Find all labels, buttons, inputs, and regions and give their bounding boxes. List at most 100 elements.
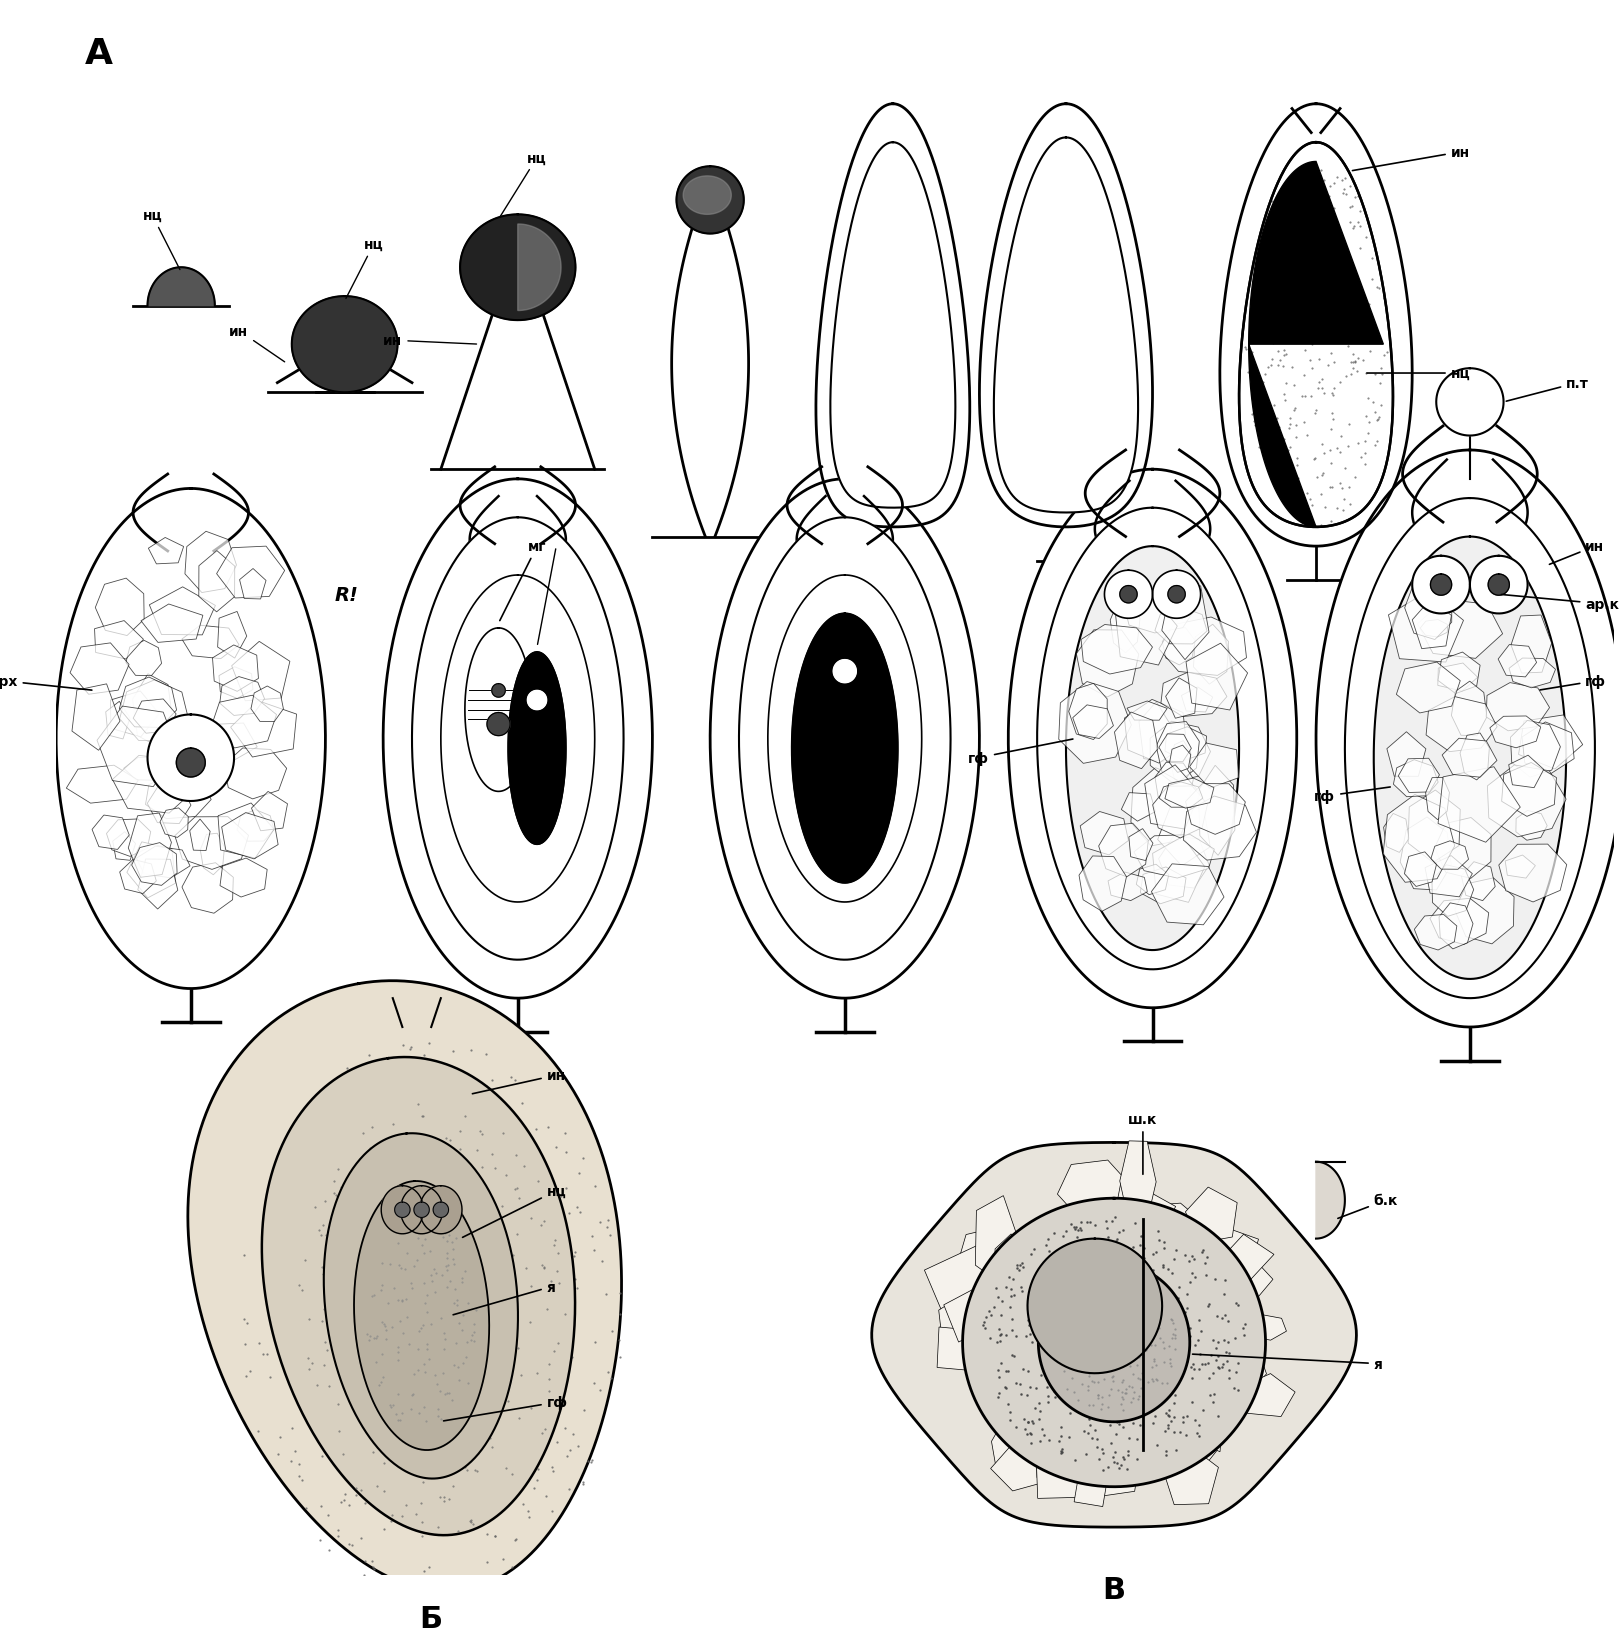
Polygon shape (1113, 1183, 1153, 1242)
Polygon shape (1418, 600, 1502, 659)
Polygon shape (491, 685, 506, 698)
Polygon shape (148, 267, 214, 306)
Polygon shape (1118, 1244, 1142, 1268)
Text: В: В (1103, 1575, 1126, 1604)
Polygon shape (1384, 795, 1455, 883)
Polygon shape (112, 756, 196, 813)
Polygon shape (200, 833, 224, 875)
Polygon shape (1208, 1226, 1259, 1281)
Polygon shape (1176, 1439, 1216, 1464)
Polygon shape (1518, 716, 1583, 769)
Polygon shape (1150, 722, 1210, 782)
Polygon shape (1512, 616, 1552, 673)
Polygon shape (1487, 575, 1510, 597)
Polygon shape (1160, 782, 1204, 808)
Text: ин: ин (229, 324, 285, 362)
Polygon shape (1145, 766, 1200, 830)
Text: я: я (1192, 1355, 1382, 1371)
Polygon shape (127, 843, 175, 898)
Polygon shape (1153, 570, 1200, 619)
Text: ин: ин (472, 1068, 566, 1094)
Polygon shape (1439, 903, 1473, 949)
Text: Б: Б (420, 1604, 443, 1630)
Polygon shape (1508, 659, 1555, 688)
Polygon shape (1178, 1376, 1216, 1444)
Polygon shape (96, 579, 144, 636)
Polygon shape (1452, 681, 1487, 737)
Polygon shape (131, 843, 177, 885)
Polygon shape (767, 575, 921, 903)
Polygon shape (1074, 1474, 1108, 1506)
Text: б.к: б.к (1338, 1193, 1398, 1219)
Text: А: А (84, 37, 114, 72)
Polygon shape (251, 792, 287, 831)
Polygon shape (975, 1196, 1019, 1284)
Polygon shape (1163, 1446, 1218, 1504)
Polygon shape (217, 611, 247, 659)
Polygon shape (938, 1327, 968, 1371)
Polygon shape (292, 297, 397, 393)
Polygon shape (1508, 756, 1544, 789)
Polygon shape (1181, 688, 1213, 712)
Polygon shape (92, 815, 130, 849)
Text: гф: гф (443, 1395, 568, 1421)
Text: нц: нц (143, 209, 180, 271)
Polygon shape (1161, 585, 1208, 660)
Polygon shape (1158, 836, 1208, 888)
Polygon shape (1400, 818, 1452, 890)
Polygon shape (1072, 706, 1113, 738)
Polygon shape (1109, 601, 1140, 654)
Polygon shape (1431, 841, 1468, 870)
Polygon shape (1137, 864, 1169, 895)
Polygon shape (994, 139, 1139, 513)
Polygon shape (1077, 1219, 1116, 1283)
Polygon shape (1074, 1284, 1127, 1363)
Polygon shape (381, 1187, 423, 1234)
Polygon shape (1197, 1387, 1225, 1452)
Polygon shape (1434, 818, 1491, 879)
Polygon shape (1246, 1315, 1286, 1340)
Polygon shape (1059, 681, 1131, 764)
Polygon shape (414, 1203, 430, 1218)
Polygon shape (1426, 698, 1497, 751)
Polygon shape (1041, 1198, 1103, 1288)
Polygon shape (1426, 856, 1473, 896)
Polygon shape (1220, 1234, 1273, 1280)
Polygon shape (1165, 727, 1207, 761)
Polygon shape (1077, 631, 1139, 698)
Polygon shape (1161, 673, 1226, 717)
Polygon shape (939, 1301, 965, 1335)
Polygon shape (1067, 1307, 1096, 1355)
Polygon shape (324, 1133, 517, 1478)
Polygon shape (994, 1234, 1027, 1302)
Polygon shape (1108, 872, 1147, 901)
Polygon shape (120, 680, 188, 742)
Polygon shape (148, 786, 191, 825)
Text: гф: гф (968, 740, 1072, 764)
Polygon shape (1510, 720, 1560, 778)
Polygon shape (1155, 763, 1194, 807)
Polygon shape (237, 810, 274, 841)
Polygon shape (70, 644, 130, 694)
Polygon shape (834, 660, 856, 683)
Polygon shape (182, 864, 234, 914)
Polygon shape (94, 621, 143, 660)
Text: гф: гф (1314, 787, 1390, 804)
Polygon shape (1131, 768, 1192, 846)
Polygon shape (1432, 866, 1474, 916)
Polygon shape (1079, 1211, 1126, 1296)
Polygon shape (261, 1058, 576, 1535)
Polygon shape (1384, 813, 1410, 852)
Polygon shape (120, 678, 177, 729)
Polygon shape (461, 215, 576, 321)
Polygon shape (1502, 763, 1557, 817)
Polygon shape (1069, 685, 1108, 740)
Polygon shape (120, 861, 156, 893)
Polygon shape (383, 479, 652, 999)
Polygon shape (1011, 1312, 1040, 1337)
Polygon shape (1155, 608, 1207, 644)
Polygon shape (683, 176, 732, 215)
Polygon shape (1431, 898, 1489, 945)
Polygon shape (1171, 742, 1191, 784)
Polygon shape (1080, 812, 1129, 856)
